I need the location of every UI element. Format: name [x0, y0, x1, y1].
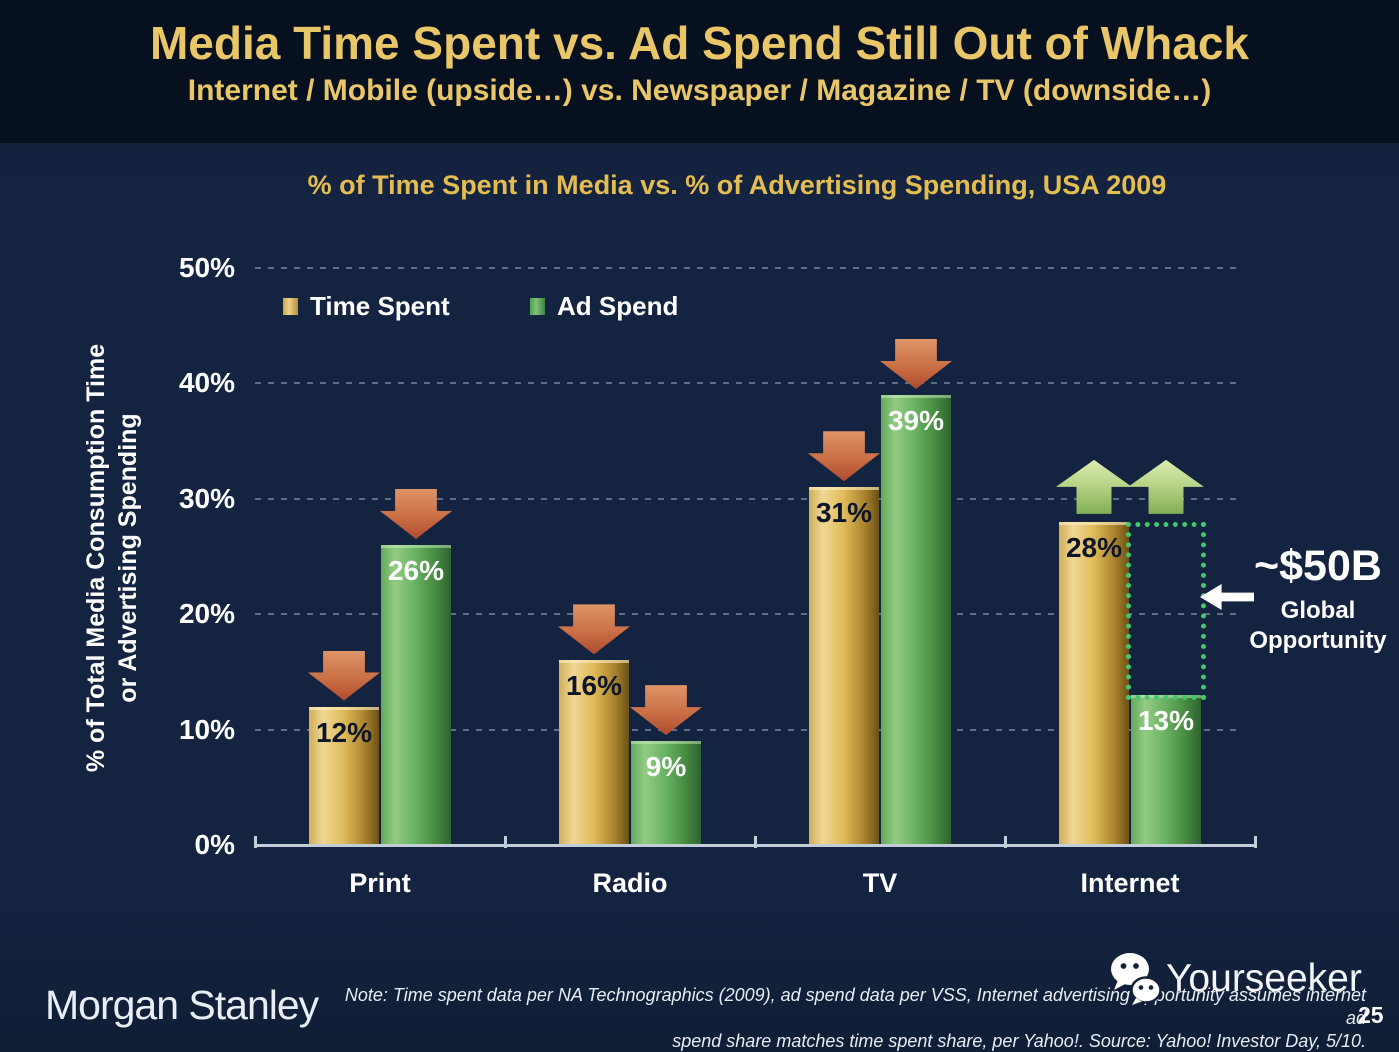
gridline-40%: [255, 382, 1243, 385]
bar-ad-spend-tv: [881, 394, 951, 845]
watermark-text: Yourseeker: [1166, 957, 1362, 1000]
bar-value-label: 26%: [387, 554, 445, 586]
y-tick-label-20%: 20%: [178, 598, 235, 630]
trend-down-arrow-icon: [380, 488, 452, 539]
bar-value-label: 12%: [315, 716, 373, 748]
gridline-30%: [255, 497, 1243, 500]
morgan-stanley-logo: Morgan Stanley: [45, 982, 319, 1028]
bar-value-label: 31%: [815, 497, 873, 529]
gridline-50%: [255, 267, 1243, 269]
legend-swatch-gold-icon: [283, 298, 298, 315]
source-note: Note: Time spent data per NA Technograph…: [320, 984, 1366, 1052]
x-axis-tick: [754, 836, 757, 848]
y-tick-label-50%: 50%: [178, 252, 235, 283]
y-tick-label-40%: 40%: [178, 367, 235, 399]
page-subtitle: Internet / Mobile (upside…) vs. Newspape…: [187, 74, 1212, 107]
y-tick-label-0%: 0%: [194, 829, 235, 860]
page-number: 25: [1358, 1002, 1384, 1028]
page-title: Media Time Spent vs. Ad Spend Still Out …: [149, 17, 1250, 69]
bar-value-label: 16%: [565, 670, 623, 702]
bar-value-label: 9%: [645, 751, 687, 783]
bar-time-spent-tv: [809, 487, 879, 845]
legend-label-time-spent: Time Spent: [310, 291, 450, 321]
y-tick-label-30%: 30%: [178, 482, 235, 514]
annotation-sub-line2: Opportunity: [1249, 627, 1387, 654]
annotation-block: ~$50B Global Opportunity: [1238, 542, 1398, 656]
x-axis-tick: [1254, 836, 1257, 848]
annotation-sub-line1: Global: [1280, 597, 1356, 624]
bar-value-label: 28%: [1065, 531, 1123, 563]
bar-ad-spend-print: [381, 544, 451, 845]
bar-time-spent-print: [309, 706, 379, 845]
legend-label-ad-spend: Ad Spend: [557, 291, 679, 321]
chart-title: % of Time Spent in Media vs. % of Advert…: [307, 170, 1167, 200]
bar-time-spent-radio: [559, 660, 629, 845]
legend-swatch-green-icon: [530, 298, 545, 315]
category-label-tv: TV: [862, 868, 898, 898]
trend-down-arrow-icon: [558, 604, 630, 655]
x-axis-tick: [1004, 836, 1007, 848]
bar-ad-spend-radio: [631, 741, 701, 845]
trend-down-arrow-icon: [808, 431, 880, 482]
trend-up-arrow-icon: [1056, 459, 1132, 514]
legend-item-time-spent: Time Spent: [283, 291, 450, 322]
annotation-value: ~$50B: [1254, 542, 1382, 590]
trend-up-arrow-icon: [1128, 459, 1204, 514]
x-axis-tick: [504, 836, 507, 848]
legend-item-ad-spend: Ad Spend: [530, 291, 678, 322]
y-tick-label-10%: 10%: [178, 713, 235, 745]
bar-value-label: 13%: [1137, 704, 1195, 736]
gridline-10%: [255, 728, 1243, 731]
bar-time-spent-internet: [1059, 521, 1129, 845]
x-axis-tick: [254, 836, 257, 848]
bar-value-label: 39%: [887, 404, 945, 436]
opportunity-dotted-rect: [1126, 521, 1206, 700]
wechat-icon: [1111, 953, 1162, 1005]
source-note-line1: Note: Time spent data per NA Technograph…: [344, 985, 1366, 1028]
source-note-line2: spend share matches time spent share, pe…: [672, 1031, 1366, 1051]
category-label-internet: Internet: [1080, 868, 1180, 898]
trend-down-arrow-icon: [308, 650, 380, 701]
gridline-20%: [255, 613, 1243, 616]
watermark: Yourseeker: [1108, 952, 1362, 1006]
header-band: Media Time Spent vs. Ad Spend Still Out …: [0, 0, 1399, 143]
category-label-radio: Radio: [592, 868, 668, 898]
bar-ad-spend-internet: [1131, 694, 1201, 845]
category-label-print: Print: [349, 868, 411, 898]
